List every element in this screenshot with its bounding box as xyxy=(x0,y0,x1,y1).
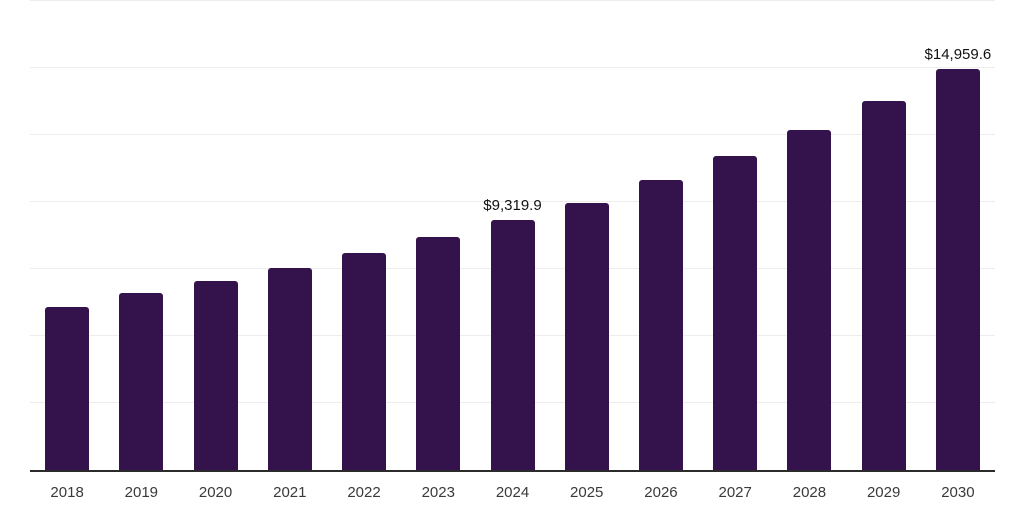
gridline xyxy=(30,0,995,1)
x-axis-line xyxy=(30,470,995,472)
bar-2024 xyxy=(490,220,535,470)
gridline xyxy=(30,134,995,135)
data-label-2024: $9,319.9 xyxy=(483,197,542,214)
x-axis-label-2023: 2023 xyxy=(421,484,455,501)
x-axis-label-2020: 2020 xyxy=(198,484,233,501)
bar-2018 xyxy=(45,307,90,470)
bar-2028 xyxy=(787,130,832,470)
x-axis-label-2021: 2021 xyxy=(273,484,307,501)
x-axis-label-2029: 2029 xyxy=(866,484,901,501)
bar-2022 xyxy=(342,253,387,470)
x-axis-label-2030: 2030 xyxy=(941,484,975,501)
data-label-2030: $14,959.6 xyxy=(924,46,992,63)
bar-2023 xyxy=(416,237,461,470)
x-axis-label-2028: 2028 xyxy=(792,484,827,501)
x-axis-label-2024: 2024 xyxy=(495,484,530,501)
x-axis-label-2026: 2026 xyxy=(644,484,678,501)
bar-2027 xyxy=(713,156,758,470)
bar-2020 xyxy=(193,281,238,470)
x-axis-label-2019: 2019 xyxy=(124,484,159,501)
bar-2026 xyxy=(638,180,683,470)
x-axis-label-2027: 2027 xyxy=(718,484,752,501)
x-axis-label-2018: 2018 xyxy=(50,484,84,501)
x-axis-label-2022: 2022 xyxy=(347,484,381,501)
bar-2030 xyxy=(935,69,980,470)
x-axis-label-2025: 2025 xyxy=(570,484,604,501)
bar-2019 xyxy=(119,293,164,470)
bar-2021 xyxy=(267,268,312,470)
gridline xyxy=(30,67,995,68)
plot-area: $9,319.9 $14,959.6 xyxy=(30,0,995,472)
gridline xyxy=(30,201,995,202)
bar-2029 xyxy=(861,101,906,470)
bar-2025 xyxy=(564,203,609,470)
